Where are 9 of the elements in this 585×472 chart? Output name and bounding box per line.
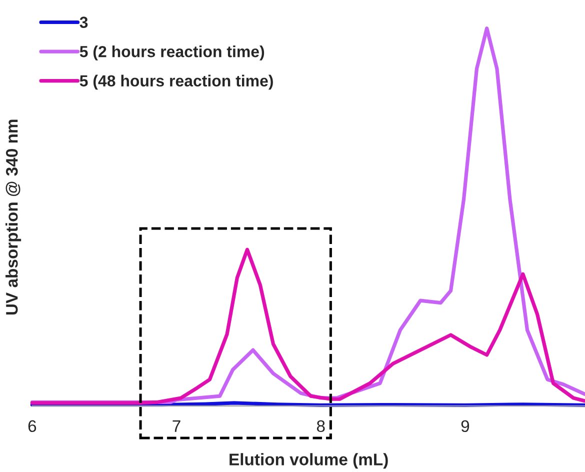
x-tick-label: 7 [172, 420, 180, 432]
x-tick-label: 8 [316, 420, 325, 432]
legend-label: 5 (2 hours reaction time) [80, 46, 264, 60]
y-axis-title: UV absorption @ 340 nm [6, 120, 22, 315]
x-tick-label: 6 [28, 420, 36, 432]
legend-label: 5 (48 hours reaction time) [80, 74, 273, 90]
x-axis-title: Elution volume (mL) [230, 453, 388, 469]
x-tick-label: 9 [461, 420, 470, 432]
legend-label: 3 [80, 16, 88, 28]
